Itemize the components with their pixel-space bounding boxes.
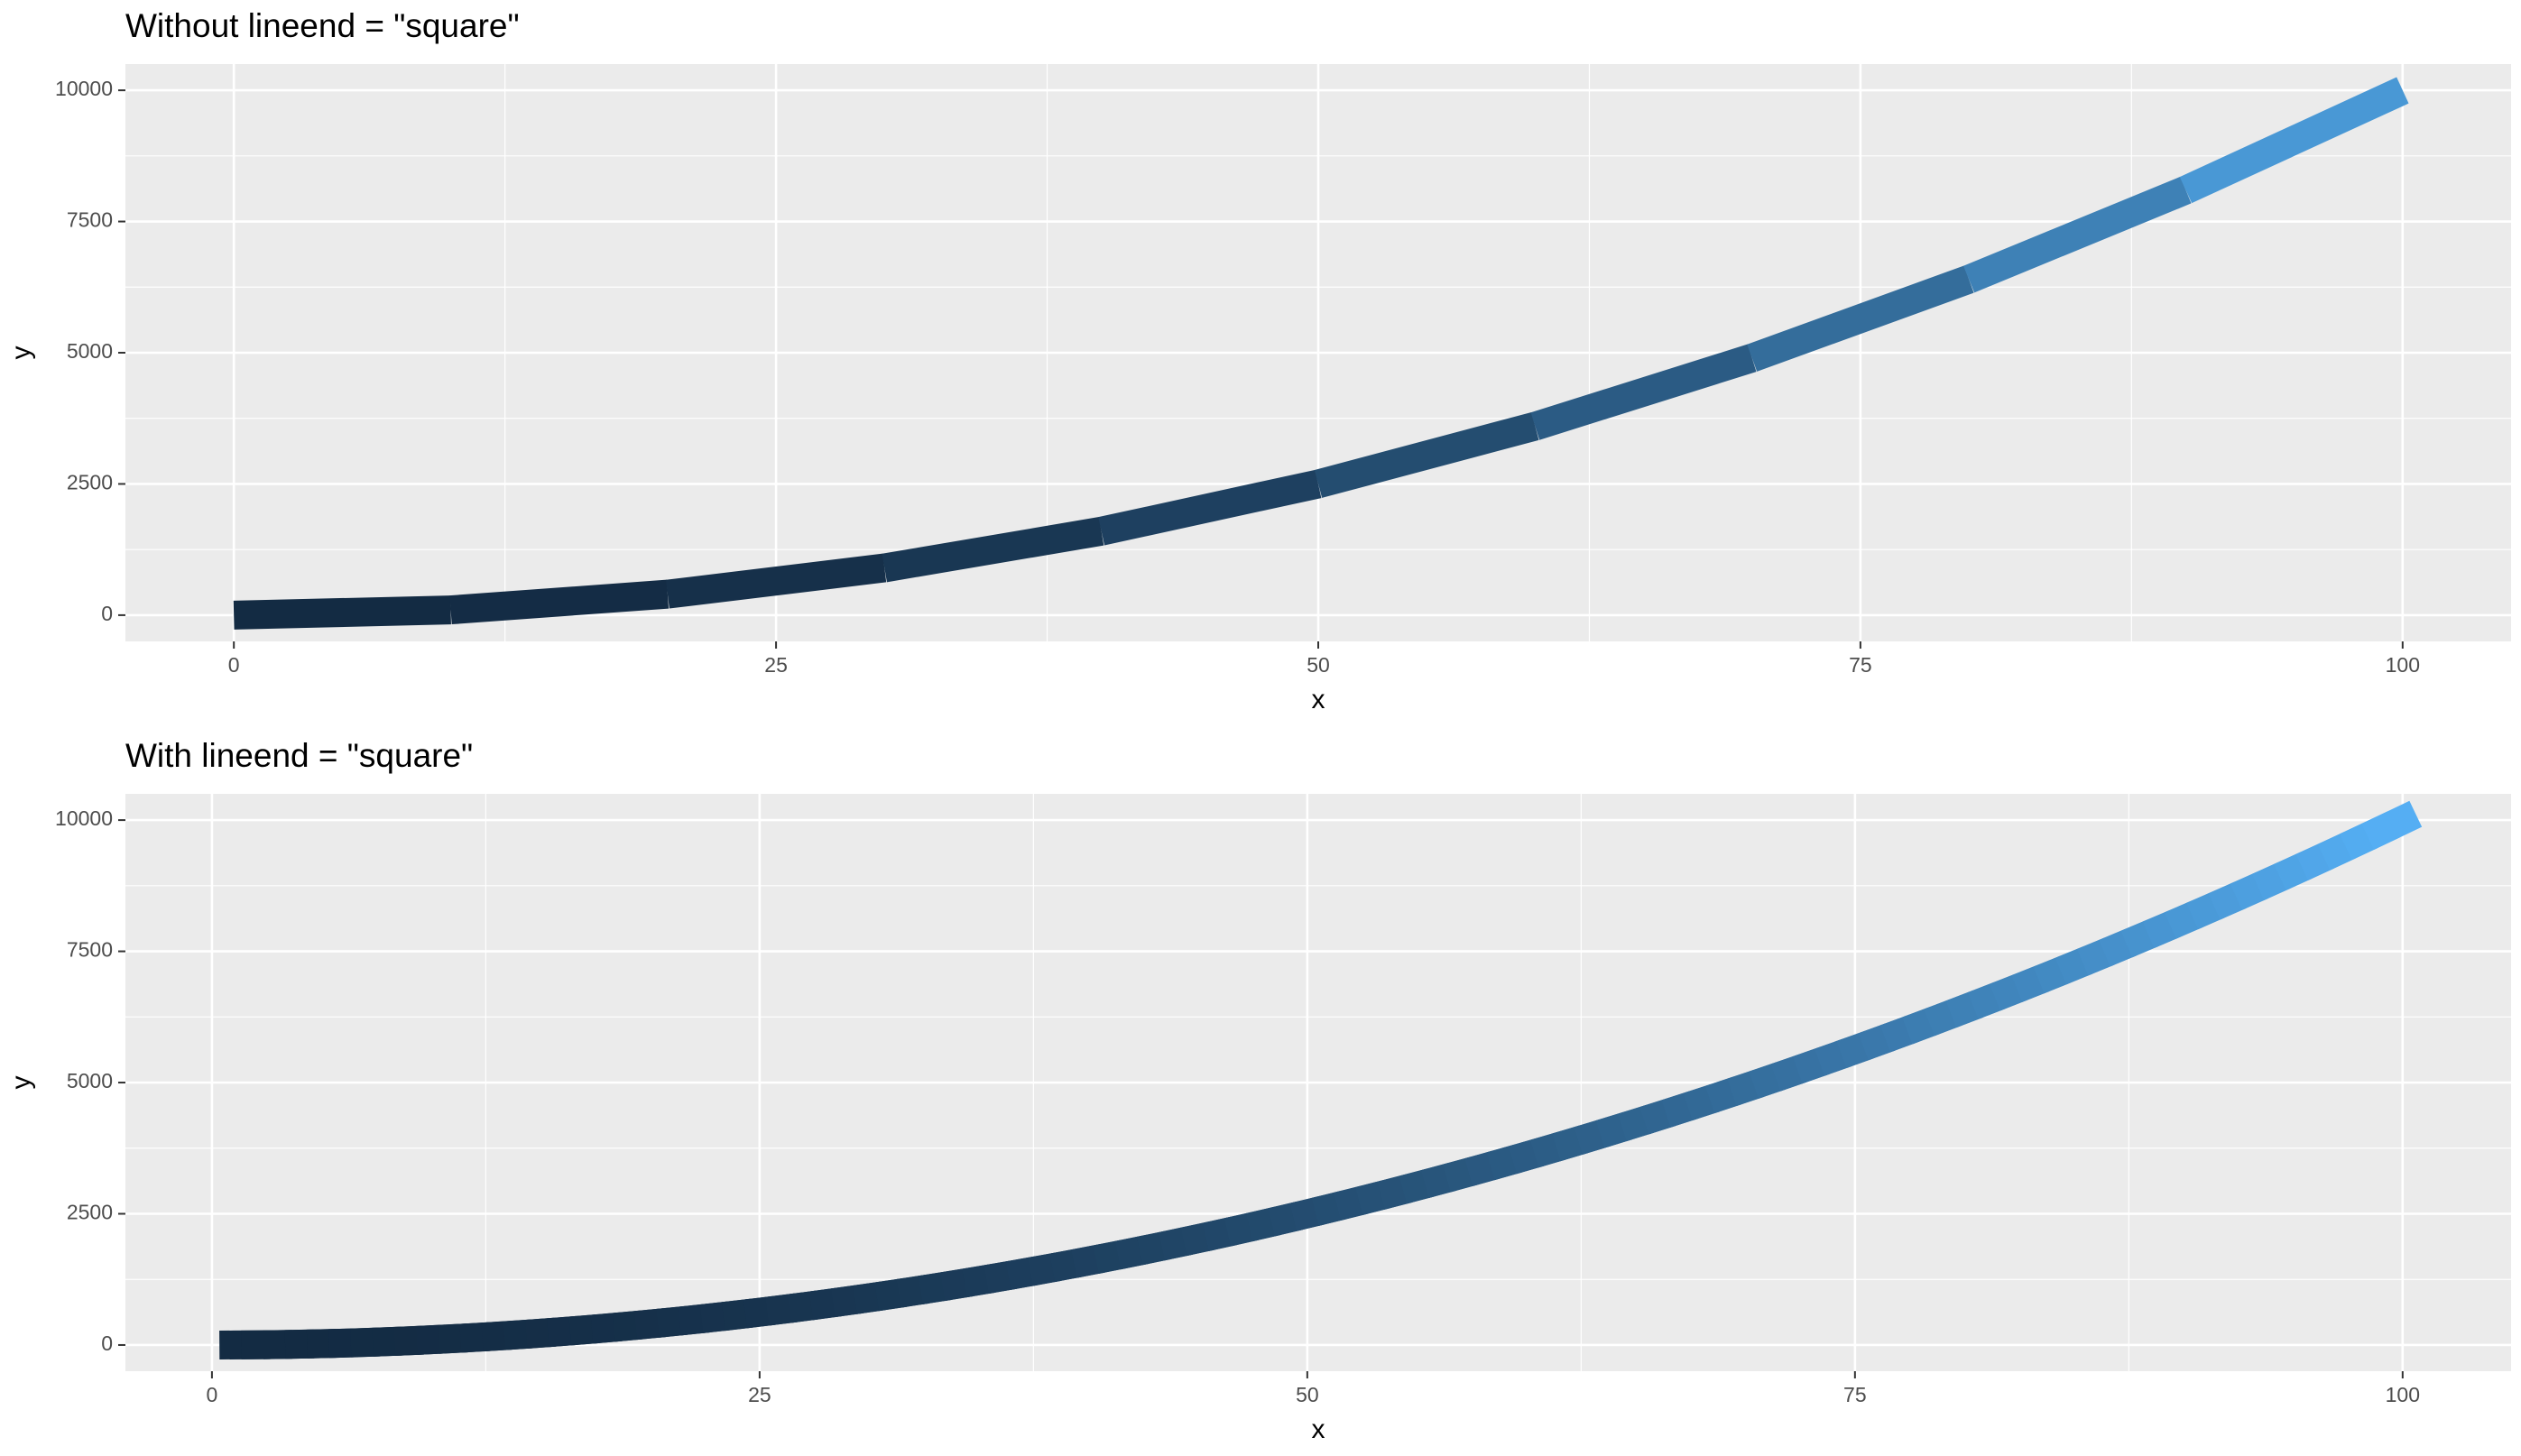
x-tick-label: 50 [1307, 653, 1330, 677]
x-tick-label: 75 [1843, 1383, 1867, 1406]
y-axis-title: y [6, 1076, 36, 1090]
x-tick-label: 25 [764, 653, 788, 677]
x-tick-label: 100 [2386, 1383, 2420, 1406]
x-tick-label: 25 [748, 1383, 771, 1406]
y-tick-label: 7500 [67, 938, 113, 962]
chart-title: Without lineend = "square" [125, 7, 520, 44]
y-tick-label: 0 [101, 602, 113, 625]
x-axis-title: x [1312, 685, 1325, 714]
x-tick-label: 0 [207, 1383, 218, 1406]
y-tick-label: 5000 [67, 1069, 113, 1092]
x-tick-label: 100 [2386, 653, 2420, 677]
y-tick-label: 0 [101, 1332, 113, 1355]
line-segment [665, 553, 887, 609]
y-tick-label: 7500 [67, 208, 113, 232]
x-axis-title: x [1312, 1415, 1325, 1444]
line-segment [1747, 265, 1974, 372]
line-segment [2179, 77, 2409, 204]
x-tick-label: 75 [1849, 653, 1872, 677]
line-segment [233, 595, 451, 630]
y-tick-label: 10000 [55, 77, 113, 100]
line-segment [449, 579, 669, 625]
line-segment [1963, 176, 2192, 293]
line-segment [1314, 411, 1539, 498]
y-tick-label: 10000 [55, 806, 113, 830]
line-segment [882, 517, 1104, 583]
line-segment [2361, 800, 2423, 851]
y-tick-label: 2500 [67, 1201, 113, 1224]
chart-title: With lineend = "square" [125, 737, 473, 774]
y-axis-title: y [6, 346, 36, 360]
x-tick-label: 0 [228, 653, 240, 677]
line-segment [1530, 344, 1757, 440]
x-tick-label: 50 [1296, 1383, 1319, 1406]
y-tick-label: 5000 [67, 339, 113, 363]
y-tick-label: 2500 [67, 471, 113, 494]
line-segment [1098, 469, 1322, 546]
